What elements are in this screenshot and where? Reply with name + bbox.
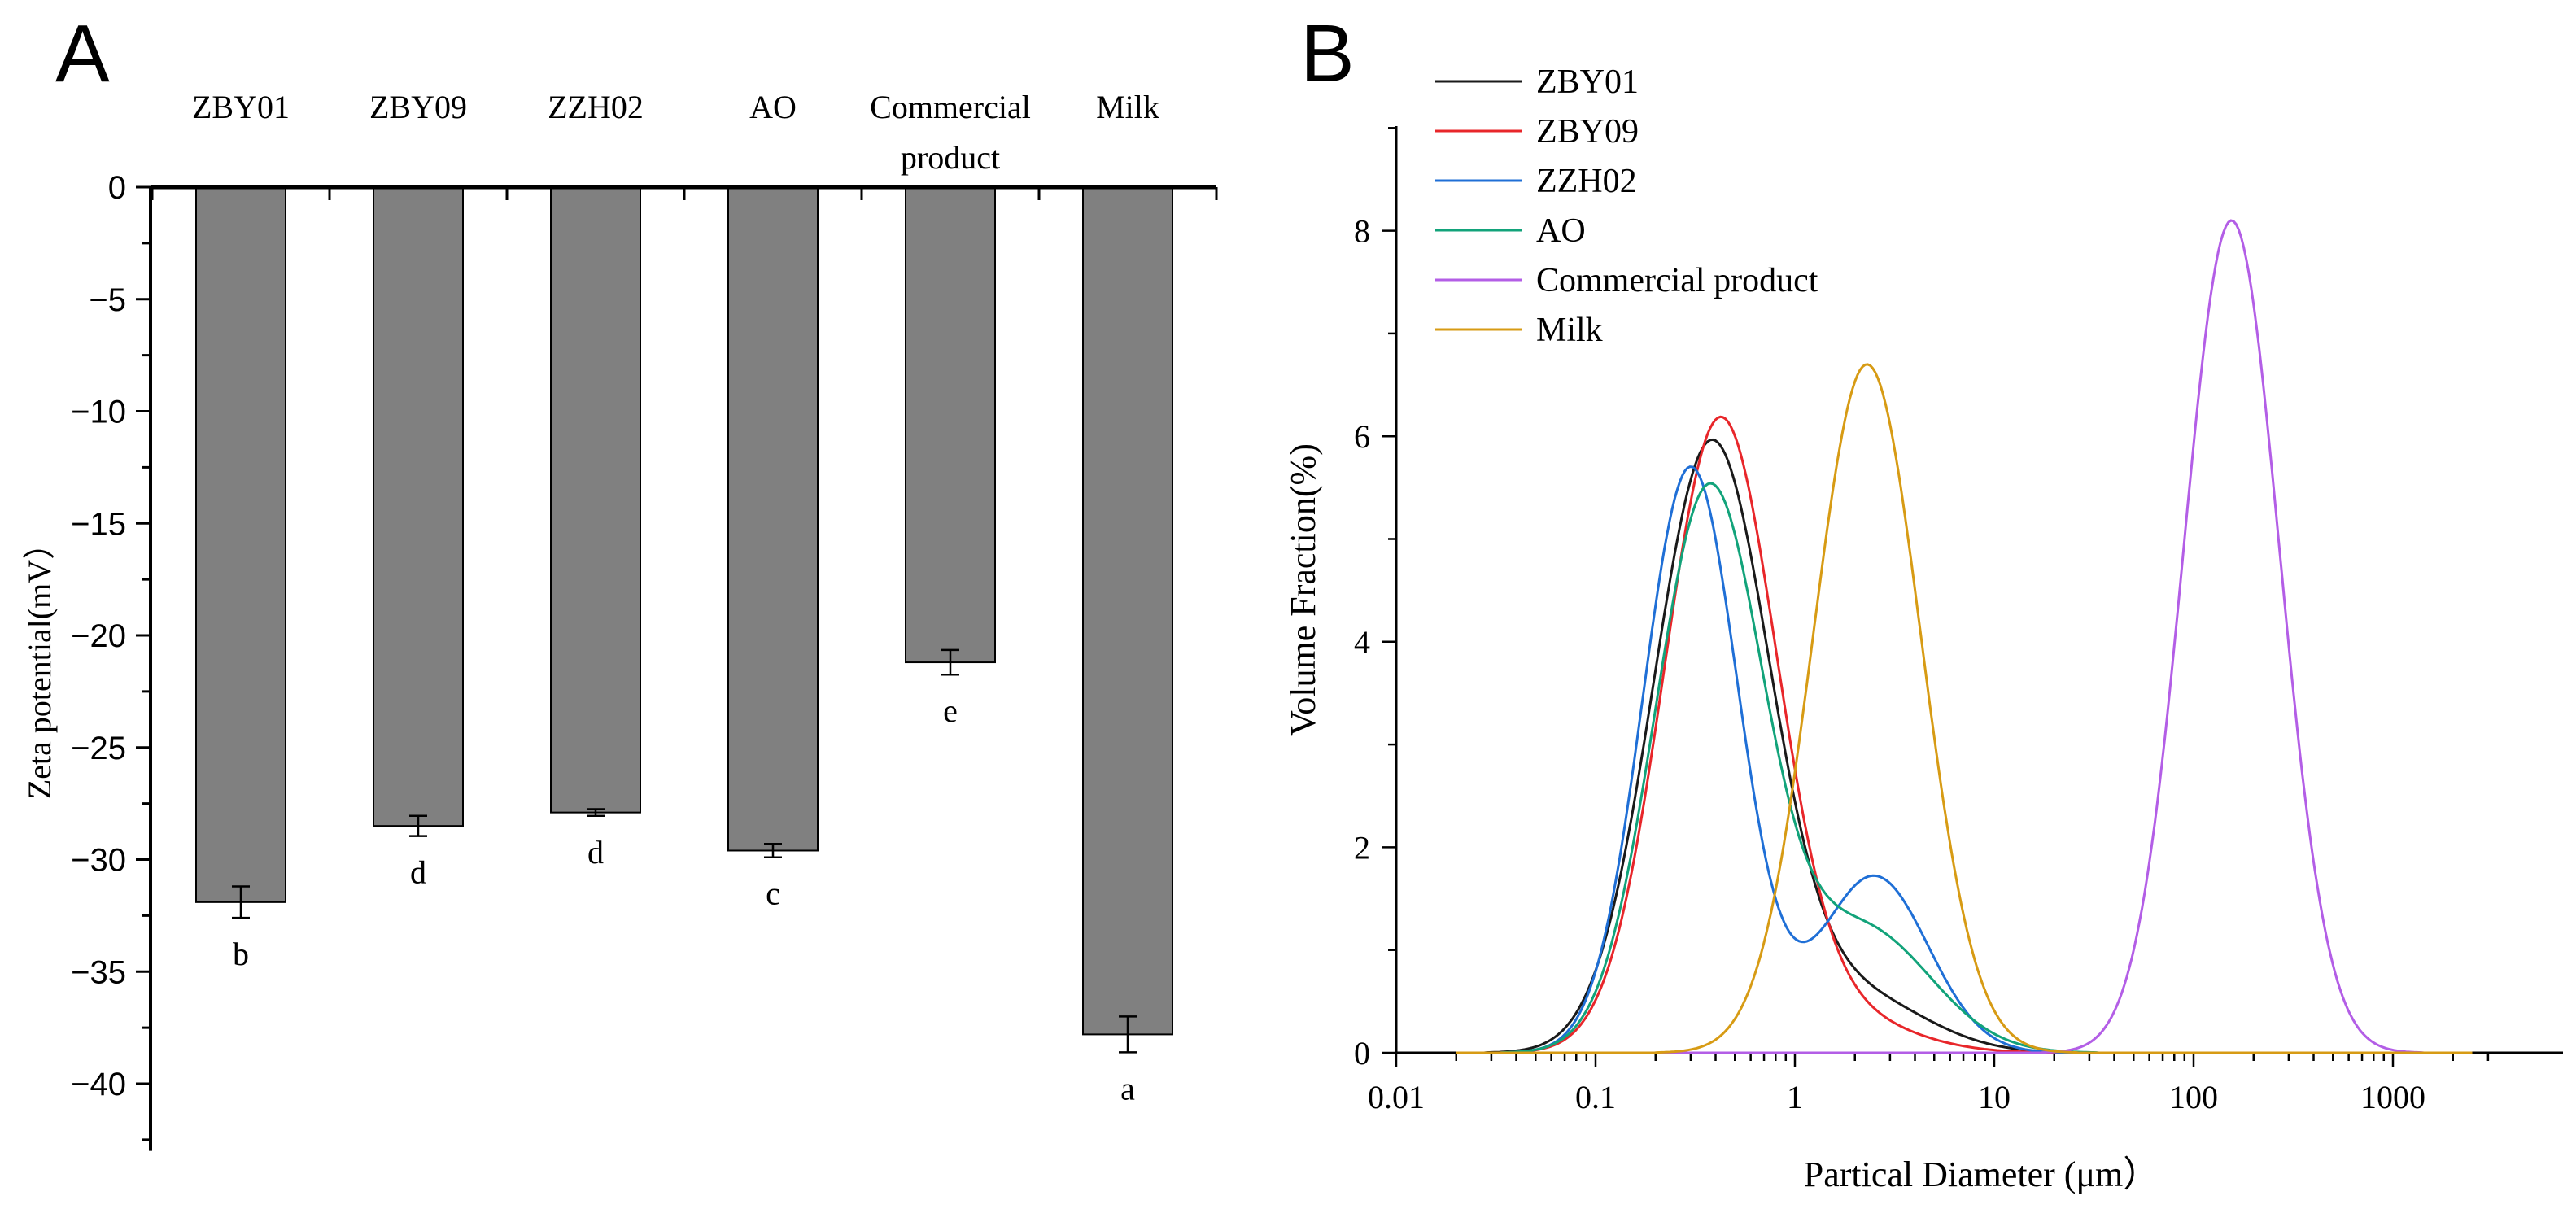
category-label-5: Milk (1096, 89, 1159, 125)
bar-4 (905, 186, 996, 664)
bar-3 (727, 186, 819, 852)
category-label-3: AO (749, 89, 797, 125)
x-tick-label: 1000 (2360, 1079, 2425, 1115)
category-label-0: ZBY01 (192, 89, 290, 125)
panel-a: A 0 −5 −10 −15 −20 −25 −30 −35 −40 Zeta potential… (21, 8, 1218, 1151)
error-bar-4 (941, 648, 959, 676)
legend-label: ZZH02 (1536, 163, 1637, 200)
x-tick-label: 10 (1978, 1079, 2011, 1115)
zeta-axes: 0 −5 −10 −15 −20 −25 −30 −35 −40 Zeta potential(m… (21, 170, 1218, 1151)
series-line-zby01 (1456, 438, 2473, 1054)
y-tick-label: 4 (1354, 624, 1370, 661)
y-tick-label: −30 (71, 843, 126, 879)
panel-b: B 0.01 0.1 1 10 100 1000 0 2 4 6 8 Partical Diamete… (1283, 8, 2563, 1194)
x-tick-label: 1 (1787, 1079, 1803, 1115)
y-tick-label: −10 (71, 395, 126, 430)
zeta-labels: b ZBY01 d ZBY09 d ZZH02 c AO e Commercial product a… (192, 89, 1159, 1106)
category-label-4: Commercial (870, 89, 1031, 125)
x-tick-label: 0.01 (1368, 1079, 1425, 1115)
y-tick-label: 0 (1354, 1035, 1370, 1072)
y-tick-label: 0 (108, 170, 126, 206)
significance-label-2: d (587, 834, 604, 871)
series-line-milk (1456, 363, 2473, 1054)
y-tick-label: 8 (1354, 213, 1370, 250)
significance-label-0: b (233, 936, 249, 972)
x-tick-label: 100 (2169, 1079, 2218, 1115)
y-axis-title: Volume Fraction(%) (1283, 443, 1323, 736)
bar-1 (373, 186, 464, 827)
significance-label-1: d (410, 854, 426, 891)
panel-b-label: B (1300, 8, 1355, 99)
y-tick-label: −25 (71, 731, 126, 766)
error-bar-5 (1119, 1015, 1137, 1054)
legend-label: AO (1536, 212, 1586, 250)
category-label-2: ZZH02 (548, 89, 644, 125)
size-distribution-lines (1456, 219, 2473, 1054)
legend-label: ZBY09 (1536, 113, 1639, 151)
y-tick-label: 6 (1354, 418, 1370, 455)
y-tick-label: −40 (71, 1067, 126, 1102)
error-bar-0 (232, 885, 250, 919)
legend-label: ZBY01 (1536, 63, 1639, 101)
y-tick-label: −15 (71, 506, 126, 542)
bar-5 (1082, 186, 1173, 1036)
legend-label: Milk (1536, 312, 1603, 349)
size-distribution-legend: ZBY01 ZBY09 ZZH02 AO Commercial product Milk (1435, 63, 1818, 349)
bar-2 (550, 186, 641, 814)
significance-label-4: e (943, 692, 958, 729)
y-axis-title: Zeta potential(mV） (21, 527, 58, 799)
y-tick-label: −5 (89, 282, 126, 318)
significance-label-5: a (1120, 1070, 1135, 1106)
category-label-1: ZBY09 (369, 89, 467, 125)
x-axis-title: Partical Diameter (μm） (1804, 1154, 2159, 1194)
panel-a-label: A (55, 8, 110, 99)
bar-0 (195, 186, 286, 903)
y-tick-label: −20 (71, 618, 126, 654)
category-label-4: product (901, 139, 1000, 176)
legend-label: Commercial product (1536, 262, 1818, 299)
error-bar-1 (409, 814, 427, 837)
y-tick-label: 2 (1354, 829, 1370, 866)
y-tick-label: −35 (71, 954, 126, 990)
zeta-bars (195, 186, 1173, 1054)
significance-label-3: c (766, 875, 780, 912)
error-bar-2 (587, 808, 605, 818)
error-bar-3 (764, 842, 782, 858)
x-tick-label: 0.1 (1575, 1079, 1616, 1115)
